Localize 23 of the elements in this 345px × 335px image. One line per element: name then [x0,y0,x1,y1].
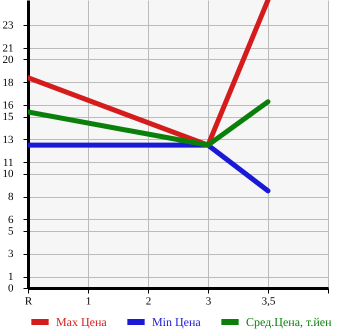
x-tick-label: 1 [86,296,92,308]
y-tick-label: 0 [8,282,14,294]
x-tick-label: R [24,296,33,308]
y-tick-label: 15 [2,111,14,124]
y-tick-label: 18 [2,76,14,89]
y-tick-label: 23 [2,20,14,32]
x-tick-label: 3 [206,296,212,308]
y-tick-label: 6 [8,214,14,226]
y-tick-label: 16 [2,100,14,112]
y-tick-label: 1 [8,271,14,284]
legend-label: Сред.Цена, т.йен [246,315,332,329]
legend-label: Min Цена [152,315,202,329]
y-tick-label: 5 [8,225,14,238]
y-tick-label: 13 [2,134,14,146]
y-tick-label: 3 [8,248,14,260]
legend-label: Max Цена [56,315,108,329]
y-tick-label: 11 [2,156,14,169]
y-tick-label: 21 [2,42,14,54]
y-tick-label: 10 [2,168,14,180]
x-tick-label: 3,5 [262,296,276,308]
y-tick-label: 20 [2,54,14,66]
x-tick-label: 2 [146,296,152,308]
y-tick-label: 8 [8,191,14,204]
